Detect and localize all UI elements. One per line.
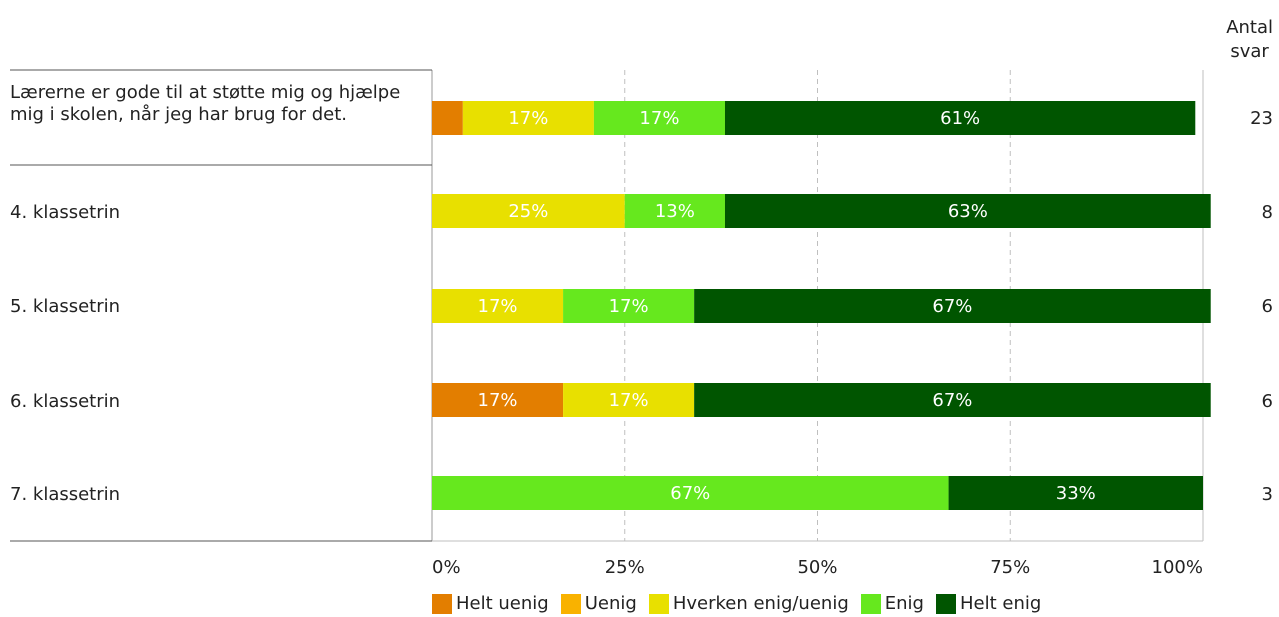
legend-swatch	[648, 593, 669, 614]
legend-item: Helt uenig	[432, 593, 549, 614]
x-tick-label: 25%	[605, 557, 645, 578]
data-label: 17%	[478, 390, 518, 411]
category-label: 7. klassetrin	[10, 484, 121, 505]
bar-segment	[432, 476, 949, 510]
legend-item: Helt enig	[935, 593, 1042, 614]
category-label: 6. klassetrin	[10, 391, 121, 412]
bar-segment	[724, 101, 1196, 135]
category-label: 5. klassetrin	[10, 296, 121, 317]
bar-segment	[563, 383, 695, 417]
bar-segment	[593, 101, 725, 135]
bar-segment	[724, 194, 1211, 228]
legend-label: Helt enig	[959, 593, 1042, 614]
legend-item: Uenig	[560, 593, 637, 614]
data-label: 17%	[508, 108, 548, 129]
bar-segment	[462, 101, 594, 135]
data-label: 67%	[932, 390, 972, 411]
bar-segment	[948, 476, 1203, 510]
legend-label: Enig	[884, 593, 924, 614]
bar-segment	[694, 289, 1211, 323]
legend-swatch	[560, 593, 581, 614]
data-label: 67%	[932, 296, 972, 317]
data-label: 17%	[609, 390, 649, 411]
data-label: 61%	[940, 108, 980, 129]
x-tick-label: 100%	[1152, 557, 1203, 578]
data-label: 17%	[609, 296, 649, 317]
legend-swatch	[432, 593, 452, 614]
legend-swatch	[860, 593, 881, 614]
legend-item: Enig	[860, 593, 924, 614]
data-label: 17%	[478, 296, 518, 317]
response-count: 6	[1261, 391, 1273, 412]
bar-segment	[432, 289, 564, 323]
data-label: 17%	[639, 108, 679, 129]
data-label: 13%	[655, 201, 695, 222]
data-label: 33%	[1056, 483, 1096, 504]
response-count: 3	[1261, 484, 1273, 505]
count-header-line-1: Antal	[1226, 17, 1273, 38]
bar-segment	[624, 194, 725, 228]
legend-label: Hverken enig/uenig	[672, 593, 849, 614]
legend: Helt uenig Uenig Hverken enig/uenig Enig…	[432, 593, 1041, 614]
count-header-line-2: svar	[1230, 41, 1269, 62]
response-count: 6	[1261, 296, 1273, 317]
legend-label: Uenig	[584, 593, 637, 614]
bar-segment	[694, 383, 1211, 417]
bar-segment	[432, 101, 463, 135]
data-label: 63%	[948, 201, 988, 222]
legend-swatch	[935, 593, 956, 614]
bar-segment	[432, 194, 625, 228]
x-tick-label: 75%	[990, 557, 1030, 578]
category-label: 4. klassetrin	[10, 202, 121, 223]
response-count: 8	[1261, 202, 1273, 223]
count-header: Antal svar	[1226, 16, 1273, 64]
x-tick-label: 50%	[797, 557, 837, 578]
legend-label: Helt uenig	[456, 593, 549, 614]
bar-segment	[432, 383, 564, 417]
category-label: Lærerne er gode til at støtte mig og hjæ…	[10, 82, 401, 125]
response-count: 23	[1250, 108, 1273, 129]
data-label: 67%	[670, 483, 710, 504]
x-tick-label: 0%	[432, 557, 461, 578]
data-label: 25%	[508, 201, 548, 222]
bar-segment	[563, 289, 695, 323]
legend-item: Hverken enig/uenig	[648, 593, 849, 614]
